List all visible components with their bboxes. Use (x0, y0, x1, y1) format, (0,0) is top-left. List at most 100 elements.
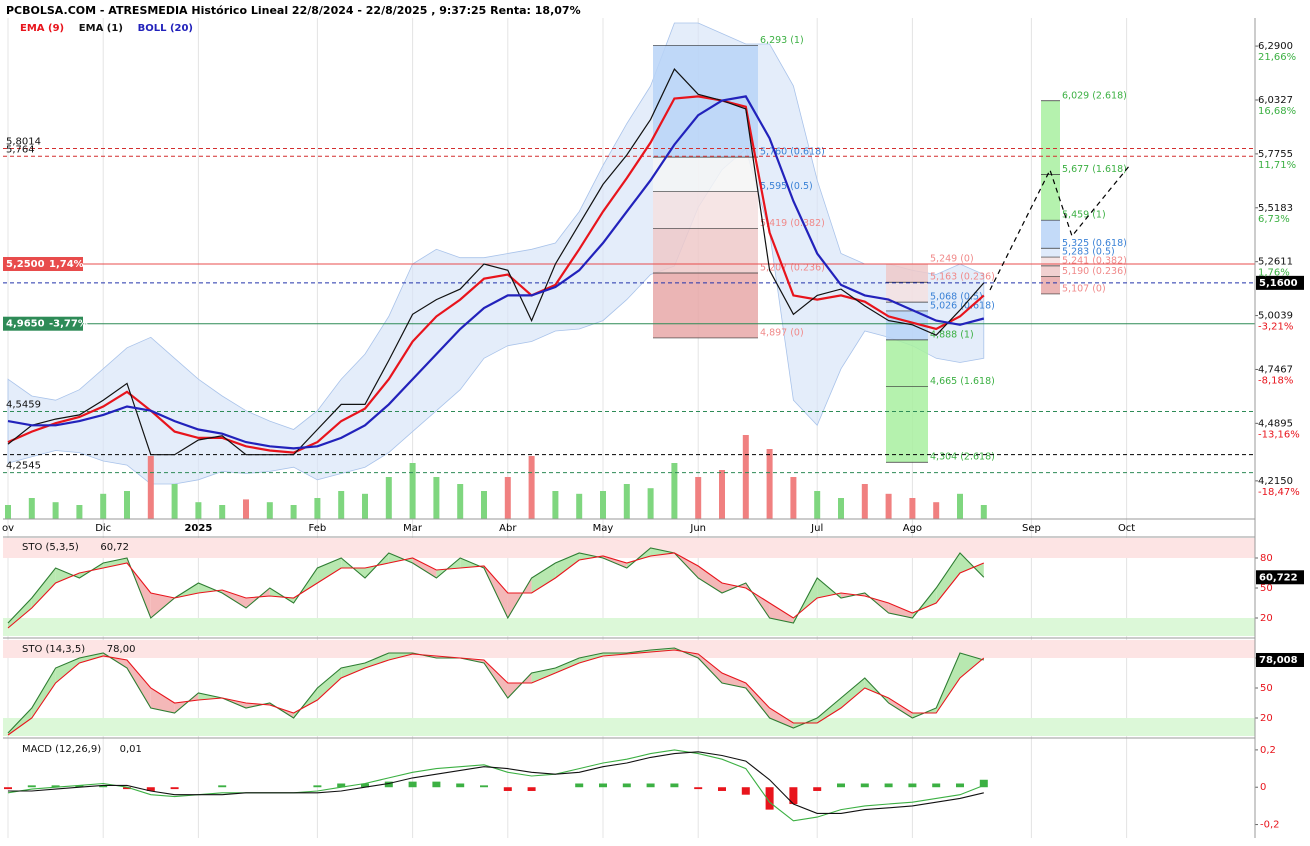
value-box-label: 60,722 (1259, 572, 1298, 583)
fib-zone (1041, 276, 1060, 294)
volume-bar (719, 470, 725, 519)
fib-zone (886, 264, 928, 283)
indicator-line (7, 552, 985, 629)
macd-histogram (527, 787, 536, 791)
macd-histogram (837, 783, 845, 788)
macd-histogram (860, 783, 869, 788)
indicator-line (7, 649, 985, 736)
volume-bar (885, 493, 892, 519)
volume-bar (195, 502, 202, 519)
macd-histogram (218, 785, 227, 788)
price-box-label: 5,1600 (1259, 278, 1298, 289)
volume-bar (362, 493, 368, 519)
fib-zone (1041, 257, 1060, 266)
volume-bar (147, 456, 154, 519)
y-tick-percent: 21,66% (1258, 52, 1296, 63)
volume-bar (790, 477, 797, 519)
macd-histogram (123, 787, 131, 790)
volume-bar (52, 502, 59, 519)
price-line (7, 95, 985, 454)
x-tick-label: Feb (309, 523, 327, 534)
level-box (3, 256, 83, 271)
volume-bar (124, 491, 130, 519)
oscillator-fill (79, 653, 104, 663)
price-line (7, 95, 985, 450)
fib-label: 4,888 (1) (930, 329, 974, 340)
fib-zone (886, 339, 928, 387)
x-tick-label: Oct (1118, 523, 1135, 534)
oscillator-fill (722, 583, 746, 593)
oscillator-fill (55, 658, 80, 683)
oscillator-fill (317, 668, 342, 700)
oversold-zone (3, 618, 1255, 636)
indicator-line (8, 751, 984, 814)
fib-label: 6,029 (2.618) (1062, 90, 1127, 101)
macd-histogram (765, 787, 774, 810)
fib-label: 5,677 (1.618) (1062, 164, 1127, 175)
x-tick-label: Dic (95, 523, 111, 534)
y-tick-label: 20 (1260, 713, 1273, 724)
macd-histogram (884, 783, 893, 788)
macd-histogram (575, 783, 584, 788)
fib-label: 5,283 (0.5) (1062, 247, 1115, 258)
fib-label: 5,190 (0.236) (1062, 266, 1127, 277)
macd-histogram (146, 787, 155, 791)
volume-bar (243, 499, 249, 519)
macd-histogram (432, 781, 441, 788)
fib-label: 5,026 (0.618) (930, 300, 995, 311)
panel-title: STO (14,3,5) (22, 644, 85, 655)
legend-entry: EMA (9) (20, 23, 64, 34)
macd-histogram (99, 785, 108, 788)
level-box (3, 316, 83, 331)
x-tick-label: Abr (499, 523, 517, 534)
level-label: 4,2545 (6, 461, 41, 472)
level-label: 5,2500 (6, 259, 45, 270)
y-tick-percent: 16,68% (1258, 106, 1296, 117)
volume-bar (576, 493, 583, 519)
fib-label: 6,293 (1) (760, 35, 804, 46)
volume-bar (933, 502, 940, 519)
fib-label: 4,665 (1.618) (930, 376, 995, 387)
volume-bar (219, 505, 226, 519)
y-tick-label: 5,7755 (1258, 149, 1293, 160)
macd-histogram (670, 783, 679, 788)
panel-current: 78,00 (107, 644, 136, 655)
volume-bar (290, 505, 297, 519)
volume-bar (76, 505, 83, 519)
macd-histogram (408, 781, 417, 788)
fib-zone (653, 191, 758, 229)
oscillator-fill (127, 660, 151, 708)
oscillator-fill (103, 558, 127, 568)
fib-label: 5,419 (0.382) (760, 218, 825, 229)
macd-histogram (741, 787, 750, 795)
legend-entry: BOLL (20) (138, 23, 193, 34)
y-tick-percent: 11,71% (1258, 160, 1296, 171)
macd-histogram (75, 785, 84, 788)
fib-zone (653, 273, 758, 338)
macd-histogram (480, 785, 488, 788)
macd-histogram (718, 787, 726, 791)
oscillator-fill (388, 553, 413, 563)
oscillator-fill (841, 678, 865, 708)
plot-layer: ov Dic 2025 Feb Mar Abr May Jun Jul Ago Sep Oct 6,29… (2, 18, 1304, 838)
y-tick-label: 50 (1260, 583, 1273, 594)
volume-bar (266, 502, 273, 519)
volume-bar (814, 491, 821, 519)
macd-histogram (622, 783, 631, 788)
volume-bar (314, 498, 321, 519)
legend-entry: EMA (1) (79, 23, 123, 34)
fib-zone (1041, 220, 1060, 249)
y-tick-label: 6,0327 (1258, 95, 1293, 106)
x-tick-label: ov (2, 523, 14, 534)
fib-zone (886, 282, 928, 303)
oscillator-fill (745, 683, 770, 718)
oscillator-fill (650, 548, 675, 556)
oscillator-fill (555, 553, 580, 578)
y-tick-label: 0,2 (1260, 745, 1276, 756)
value-box-label: 78,008 (1259, 655, 1298, 666)
volume-bar (433, 477, 440, 519)
macd-histogram (384, 781, 393, 788)
macd-histogram (813, 787, 822, 791)
oscillator-fill (412, 558, 437, 578)
y-tick-percent: 1,76% (1258, 268, 1290, 279)
